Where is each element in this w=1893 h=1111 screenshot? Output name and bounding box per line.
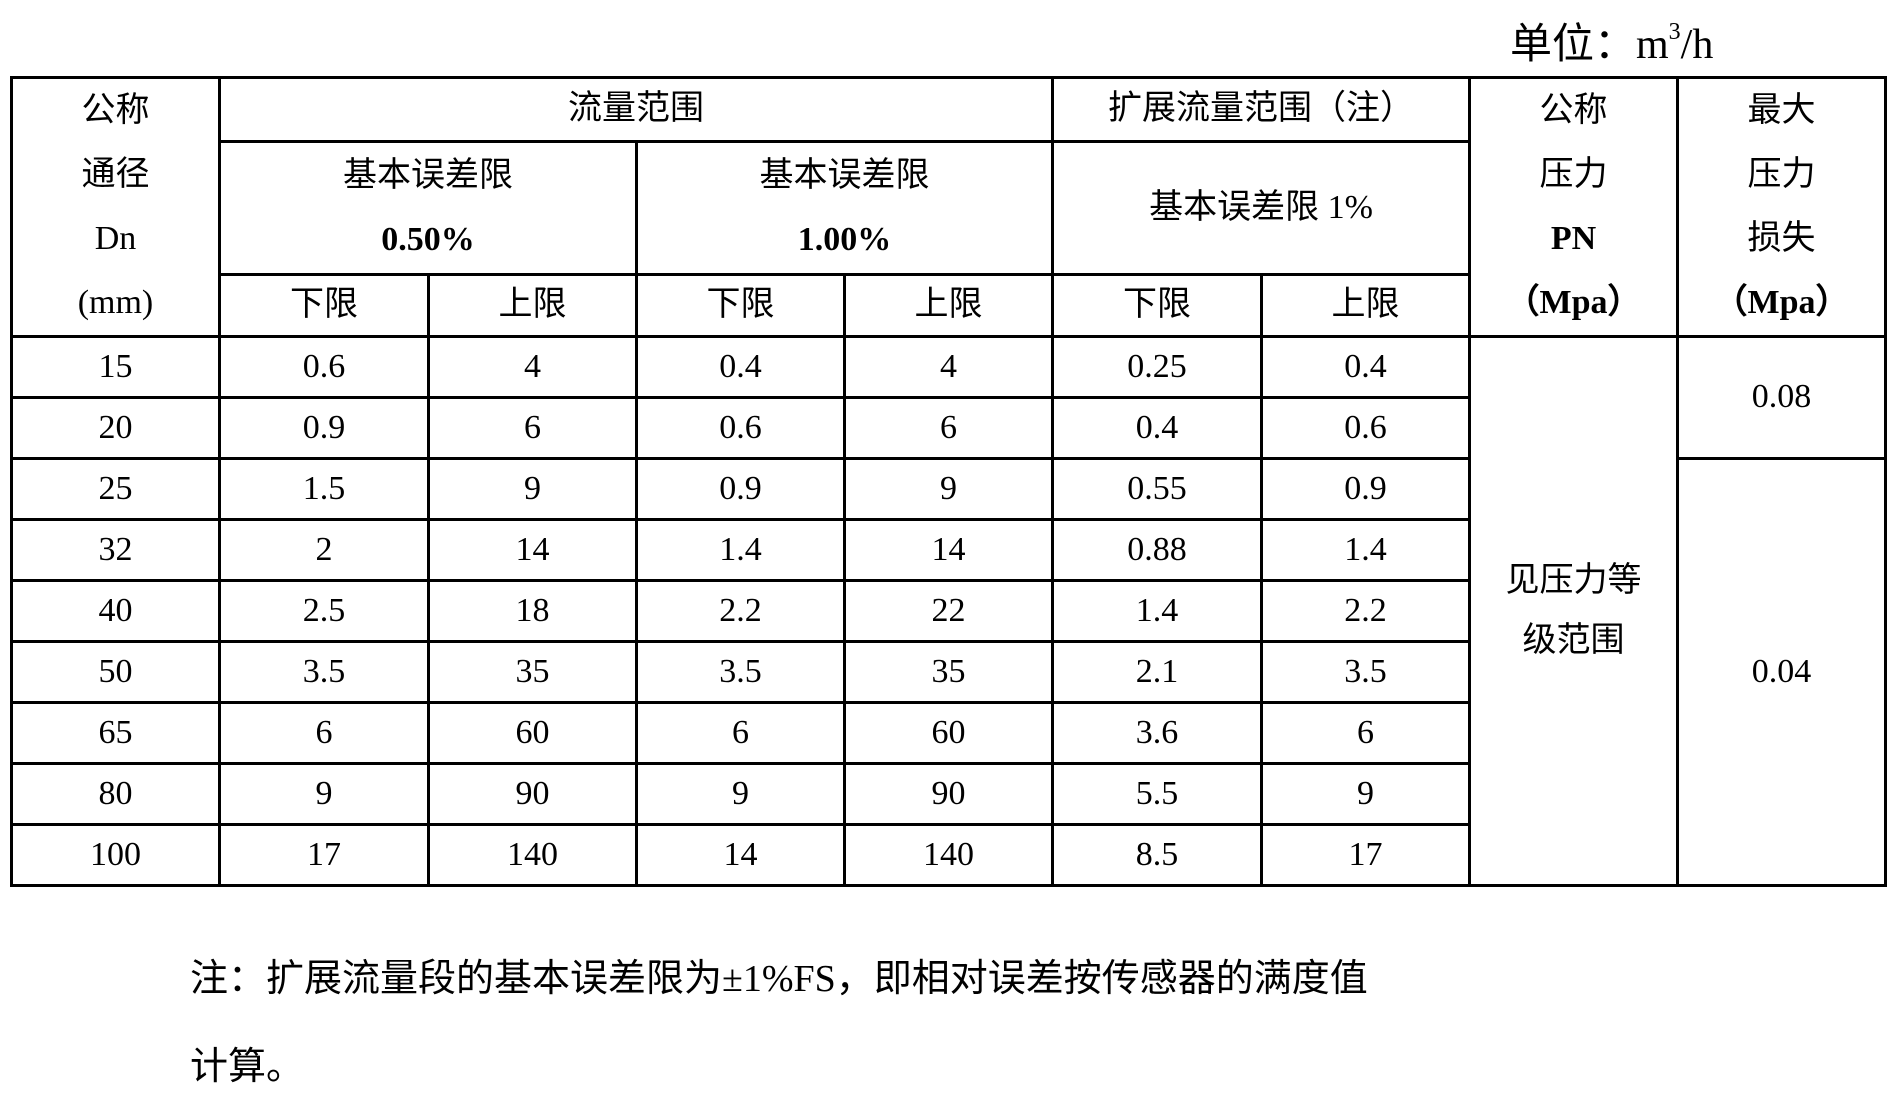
cell-value: 0.4 <box>1051 396 1263 460</box>
cell-dn: 50 <box>10 640 221 704</box>
footnote: 注：扩展流量段的基本误差限为±1%FS，即相对误差按传感器的满度值 计算。 <box>190 935 1368 1111</box>
header-pn: 公称 压力 PN （Mpa） <box>1468 76 1679 338</box>
table-row: 15 0.6 4 0.4 4 0.25 0.4 见压力等 级范围 0.08 <box>10 335 1887 887</box>
cell-value: 140 <box>427 823 638 887</box>
cell-value: 18 <box>427 579 638 643</box>
cell-value: 9 <box>843 457 1054 521</box>
cell-value: 14 <box>427 518 638 582</box>
cell-dn: 65 <box>10 701 221 765</box>
header-upper: 上限 <box>427 273 638 338</box>
unit-label: 单位：m3/h <box>1510 10 1713 71</box>
table-row: 25 1.5 9 0.9 9 0.55 0.9 0.04 <box>10 457 1887 887</box>
cell-value: 1.4 <box>635 518 846 582</box>
header-dn: 公称 通径 Dn (mm) <box>10 76 221 338</box>
cell-value: 1.4 <box>1051 579 1263 643</box>
cell-value: 17 <box>1260 823 1471 887</box>
header-ext-flow-range: 扩展流量范围（注） <box>1051 76 1471 143</box>
cell-value: 0.55 <box>1051 457 1263 521</box>
cell-value: 4 <box>843 335 1054 399</box>
table-row: 50 3.5 35 3.5 35 2.1 3.5 <box>10 640 1886 704</box>
cell-dn: 20 <box>10 396 221 460</box>
flow-spec-table: 公称 通径 Dn (mm) 流量范围 扩展流量范围（注） 公称 压力 PN （Mpa） 最大… <box>10 76 1887 887</box>
unit-suffix: /h <box>1680 22 1714 68</box>
cell-value: 22 <box>843 579 1054 643</box>
header-loss: 最大 压力 损失 （Mpa） <box>1676 76 1887 338</box>
footnote-line: 计算。 <box>190 1046 305 1088</box>
cell-value: 3.5 <box>635 640 846 704</box>
cell-value: 0.25 <box>1051 335 1263 399</box>
cell-value: 3.5 <box>1260 640 1471 704</box>
cell-value: 2.1 <box>1051 640 1263 704</box>
table-row: 20 0.9 6 0.6 6 0.4 0.6 <box>10 396 1886 460</box>
cell-dn: 40 <box>10 579 221 643</box>
table-row: 65 6 60 6 60 3.6 6 <box>10 701 1886 765</box>
cell-value: 0.9 <box>218 396 430 460</box>
cell-value: 6 <box>843 396 1054 460</box>
table-row: 40 2.5 18 2.2 22 1.4 2.2 <box>10 579 1886 643</box>
header-lower: 下限 <box>1051 273 1263 338</box>
cell-value: 6 <box>1260 701 1471 765</box>
cell-value: 9 <box>427 457 638 521</box>
cell-value: 6 <box>427 396 638 460</box>
cell-pn: 见压力等 级范围 <box>1468 335 1679 887</box>
unit-prefix: 单位：m <box>1510 22 1669 68</box>
cell-value: 1.5 <box>218 457 430 521</box>
footnote-line: 注：扩展流量段的基本误差限为±1%FS，即相对误差按传感器的满度值 <box>190 958 1368 1000</box>
cell-value: 0.9 <box>1260 457 1471 521</box>
cell-value: 90 <box>843 762 1054 826</box>
cell-value: 60 <box>427 701 638 765</box>
cell-loss: 0.08 <box>1676 335 1887 460</box>
cell-value: 2.5 <box>218 579 430 643</box>
cell-value: 3.5 <box>218 640 430 704</box>
cell-value: 0.4 <box>1260 335 1471 399</box>
cell-value: 9 <box>635 762 846 826</box>
table-row: 80 9 90 9 90 5.5 9 <box>10 762 1886 826</box>
cell-value: 3.6 <box>1051 701 1263 765</box>
unit-sup: 3 <box>1668 19 1681 45</box>
cell-value: 8.5 <box>1051 823 1263 887</box>
cell-value: 14 <box>843 518 1054 582</box>
header-err-ext: 基本误差限 1% <box>1051 139 1471 277</box>
cell-loss: 0.04 <box>1676 457 1887 887</box>
cell-value: 9 <box>218 762 430 826</box>
cell-value: 0.6 <box>218 335 430 399</box>
cell-dn: 25 <box>10 457 221 521</box>
cell-value: 9 <box>1260 762 1471 826</box>
header-lower: 下限 <box>635 273 846 338</box>
cell-value: 1.4 <box>1260 518 1471 582</box>
header-upper: 上限 <box>1260 273 1471 338</box>
header-lower: 下限 <box>218 273 430 338</box>
cell-value: 2.2 <box>1260 579 1471 643</box>
cell-value: 0.4 <box>635 335 846 399</box>
cell-value: 2.2 <box>635 579 846 643</box>
cell-value: 5.5 <box>1051 762 1263 826</box>
table-row: 100 17 140 14 140 8.5 17 <box>10 823 1886 887</box>
cell-value: 90 <box>427 762 638 826</box>
cell-value: 14 <box>635 823 846 887</box>
cell-dn: 15 <box>10 335 221 399</box>
header-upper: 上限 <box>843 273 1054 338</box>
cell-value: 0.9 <box>635 457 846 521</box>
table-row: 32 2 14 1.4 14 0.88 1.4 <box>10 518 1886 582</box>
cell-value: 2 <box>218 518 430 582</box>
cell-value: 35 <box>427 640 638 704</box>
cell-value: 17 <box>218 823 430 887</box>
cell-value: 4 <box>427 335 638 399</box>
cell-value: 6 <box>635 701 846 765</box>
cell-dn: 32 <box>10 518 221 582</box>
cell-value: 0.88 <box>1051 518 1263 582</box>
cell-value: 60 <box>843 701 1054 765</box>
cell-value: 0.6 <box>635 396 846 460</box>
cell-dn: 80 <box>10 762 221 826</box>
cell-value: 0.6 <box>1260 396 1471 460</box>
cell-value: 35 <box>843 640 1054 704</box>
cell-value: 6 <box>218 701 430 765</box>
cell-value: 140 <box>843 823 1054 887</box>
header-flow-range: 流量范围 <box>218 76 1054 143</box>
header-err-050: 基本误差限 0.50% <box>218 139 638 277</box>
header-err-100: 基本误差限 1.00% <box>635 139 1054 277</box>
cell-dn: 100 <box>10 823 221 887</box>
